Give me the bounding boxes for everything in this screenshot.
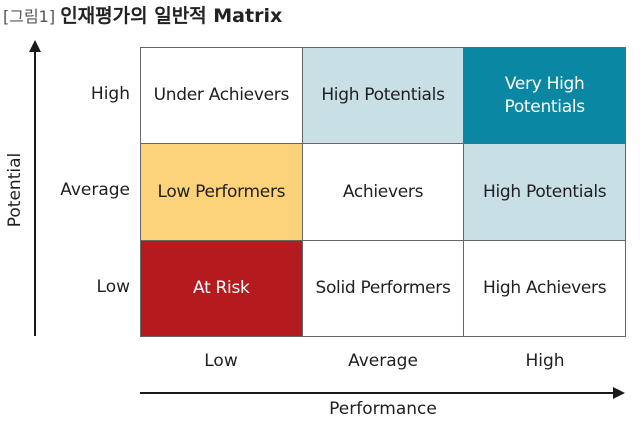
cell-under-achievers: Under Achievers <box>141 48 303 145</box>
figure-title-text: 인재평가의 일반적 Matrix <box>60 5 283 27</box>
cell-high-achievers: High Achievers <box>464 240 626 337</box>
row-label-high: High <box>90 84 130 104</box>
figure-title: [그림1] 인재평가의 일반적 Matrix <box>3 2 282 30</box>
cell-solid-performers: Solid Performers <box>302 240 465 337</box>
cell-at-risk: At Risk <box>141 240 303 337</box>
cell-very-high-potentials: Very High Potentials <box>464 48 626 145</box>
y-axis-arrowhead <box>29 40 41 52</box>
cell-high-potentials-top: High Potentials <box>302 48 465 145</box>
col-label-average: Average <box>348 351 418 371</box>
col-label-high: High <box>525 351 565 371</box>
x-axis-label: Performance <box>329 399 437 419</box>
y-axis-label: Potential <box>5 152 25 228</box>
talent-matrix: Under Achievers High Potentials Very Hig… <box>140 47 626 337</box>
row-label-low: Low <box>96 277 130 297</box>
cell-high-potentials-middle: High Potentials <box>464 144 626 241</box>
x-axis-line <box>140 392 615 394</box>
row-label-average: Average <box>60 180 130 200</box>
cell-achievers: Achievers <box>302 144 465 241</box>
col-label-low: Low <box>204 351 238 371</box>
cell-low-performers: Low Performers <box>141 144 303 241</box>
y-axis-line <box>34 48 36 336</box>
figure-tag: [그림1] <box>3 7 56 26</box>
x-axis-arrowhead <box>613 387 625 399</box>
